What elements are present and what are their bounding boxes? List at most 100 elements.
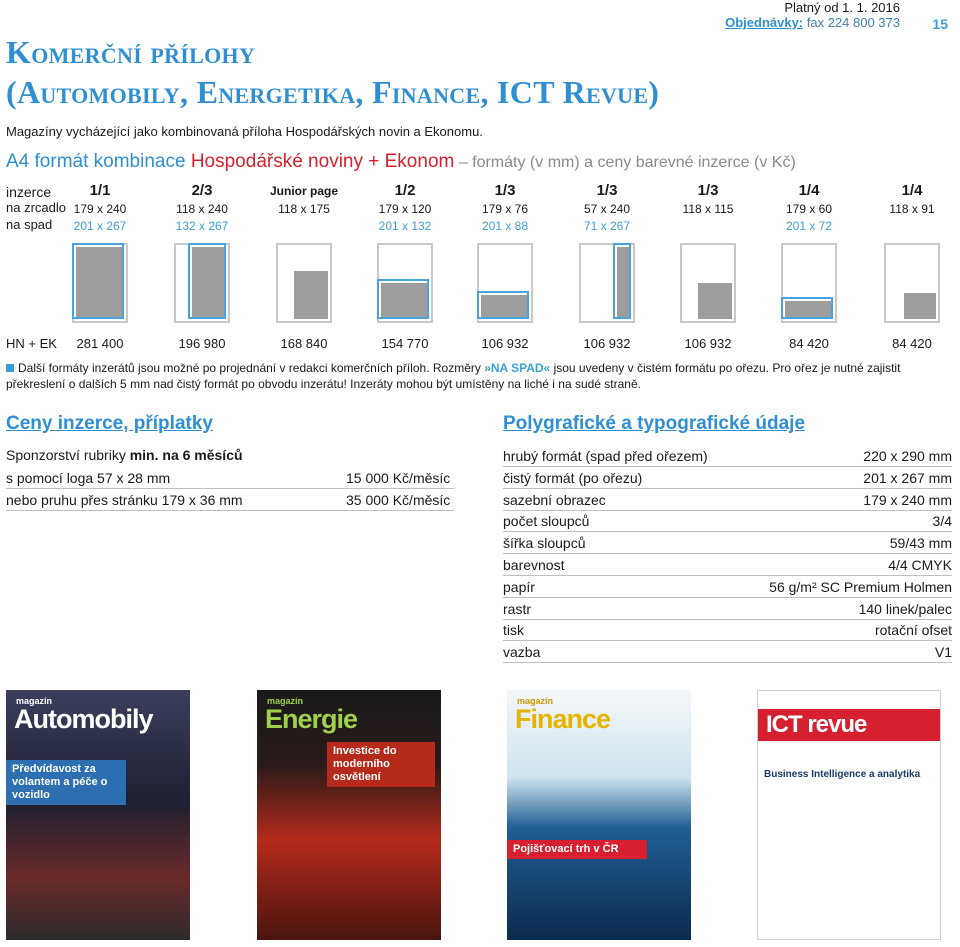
cover-title: Finance <box>515 704 611 734</box>
format-page-icon <box>781 243 837 323</box>
format-area-fill <box>381 283 429 319</box>
sponsorship-label: s pomocí loga 57 x 28 mm <box>6 470 171 486</box>
format-price: 281 400 <box>76 336 124 351</box>
format-page-icon <box>72 243 128 323</box>
poly-value: V1 <box>934 644 952 661</box>
format-area-fill <box>481 295 529 319</box>
poly-row: počet sloupců 3/4 <box>503 510 952 533</box>
format-mirror-size: 118 x 115 <box>682 202 734 216</box>
format-bleed-outline <box>781 297 833 319</box>
poly-value: 3/4 <box>932 513 952 530</box>
page-number: 15 <box>932 16 948 32</box>
label-prices: HN + EK <box>6 336 57 351</box>
magazine-cover: magazín Finance Pojišťovací trh v ČR <box>507 690 691 940</box>
poly-label: počet sloupců <box>503 513 590 530</box>
format-column: 1/3 57 x 240 71 x 267 <box>557 181 657 235</box>
poly-value: 140 linek/palec <box>858 600 952 617</box>
note-highlight: »NA SPAD« <box>484 361 551 375</box>
poly-row: hrubý formát (spad před ořezem) 220 x 290… <box>503 445 952 467</box>
poly-row: rastr 140 linek/palec <box>503 598 952 620</box>
cover-headline: Business Intelligence a analytika <box>764 769 921 780</box>
format-column: 2/3 118 x 240 132 x 267 <box>152 181 252 235</box>
format-page-icon <box>377 243 433 323</box>
format-fraction: Junior page <box>269 184 338 198</box>
poly-row: vazba V1 <box>503 641 952 664</box>
format-column: 1/3 118 x 115 <box>658 181 758 235</box>
format-fraction: 1/3 <box>697 182 719 199</box>
format-area-fill <box>785 301 833 319</box>
page-subtitle: Magazíny vycházející jako kombinovaná př… <box>6 124 483 139</box>
format-page-icon <box>174 243 230 323</box>
label-inzerce: inzerce <box>6 184 52 200</box>
poly-label: hrubý formát (spad před ořezem) <box>503 448 708 464</box>
page-title: Komerční přílohy (Automobily, Energetika… <box>6 32 659 112</box>
poly-row: tisk rotační ofset <box>503 619 952 642</box>
format-bleed-size: 71 x 267 <box>583 219 631 233</box>
format-mirror-size: 179 x 240 <box>73 202 127 216</box>
format-price: 154 770 <box>381 336 429 351</box>
format-mirror-size: 118 x 91 <box>889 202 935 216</box>
header-info: Platný od 1. 1. 2016 Objednávky: fax 224… <box>725 0 900 30</box>
sponsorship-value: 35 000 Kč/měsíc <box>346 492 451 508</box>
magazine-cover: ICT revue Business Intelligence a analyti… <box>757 690 941 940</box>
poly-value: 59/43 mm <box>889 535 952 552</box>
poly-value: rotační ofset <box>874 622 952 639</box>
sponsorship-value: 15 000 Kč/měsíc <box>346 470 451 486</box>
label-spad: na spad <box>6 217 53 232</box>
sponsorship-title-bold: min. na 6 měsíců <box>129 447 243 463</box>
sponsorship-title-pre: Sponzorství rubriky <box>6 447 130 463</box>
poly-label: sazební obrazec <box>503 491 606 508</box>
poly-label: čistý formát (po ořezu) <box>503 469 643 486</box>
poly-row: papír 56 g/m² SC Premium Holmen <box>503 576 952 598</box>
format-area-fill <box>617 247 631 319</box>
format-area-fill <box>76 247 124 319</box>
poly-value: 56 g/m² SC Premium Holmen <box>769 578 952 595</box>
format-column: 1/2 179 x 120 201 x 132 <box>355 181 455 235</box>
poly-value: 201 x 267 mm <box>863 469 952 486</box>
magazine-cover: magazín Energie Investice do moderního osv… <box>257 690 441 940</box>
prices-section-title: Ceny inzerce, příplatky <box>6 413 213 434</box>
cover-title: Energie <box>265 704 358 734</box>
format-bleed-outline <box>613 243 631 319</box>
page-title-line2: (Automobily, Energetika, Finance, ICT Re… <box>6 74 660 110</box>
format-column: 1/4 179 x 60 201 x 72 <box>759 181 859 235</box>
poly-value: 4/4 CMYK <box>888 557 952 573</box>
format-heading: A4 formát kombinace Hospodářské noviny +… <box>6 151 796 173</box>
order-label[interactable]: Objednávky: <box>725 15 804 30</box>
page-title-line1: Komerční přílohy <box>6 34 256 70</box>
cover-title: ICT revue <box>758 709 940 741</box>
cover-magazine-label: magazín <box>16 696 53 706</box>
format-page-icon <box>680 243 736 323</box>
note-part1: Další formáty inzerátů jsou možné po pro… <box>18 361 485 375</box>
format-heading-papers: Hospodářské noviny + Ekonom <box>190 151 455 172</box>
magazine-cover: magazín Automobily Předvídavost za volante… <box>6 690 190 940</box>
format-bleed-size <box>254 218 354 235</box>
format-price: 84 420 <box>789 336 829 351</box>
cover-headline: Pojišťovací trh v ČR <box>507 840 647 859</box>
poly-row: šířka sloupců 59/43 mm <box>503 532 952 555</box>
format-mirror-size: 118 x 240 <box>176 202 228 216</box>
format-price: 168 840 <box>280 336 328 351</box>
format-mirror-size: 179 x 120 <box>378 202 432 216</box>
format-bleed-outline <box>188 243 226 319</box>
cover-headline: Investice do moderního osvětlení <box>327 742 435 787</box>
format-mirror-size: 57 x 240 <box>583 202 631 216</box>
format-bleed-size: 201 x 267 <box>73 219 127 233</box>
format-fraction: 1/4 <box>901 182 923 199</box>
format-heading-kombinace: kombinace <box>88 151 191 172</box>
format-fraction: 1/1 <box>89 182 111 199</box>
poly-label: barevnost <box>503 557 565 573</box>
format-fraction: 1/2 <box>394 182 416 199</box>
format-bleed-size <box>862 218 960 235</box>
format-fraction: 1/4 <box>798 182 820 199</box>
format-bleed-size: 132 x 267 <box>175 219 229 233</box>
format-area-fill <box>904 293 936 319</box>
format-area-fill <box>192 247 226 319</box>
valid-date: Platný od 1. 1. 2016 <box>784 0 900 15</box>
poly-value: 220 x 290 mm <box>863 448 952 464</box>
cover-headline: Předvídavost za volantem a péče o vozidl… <box>6 760 126 805</box>
format-mirror-size: 179 x 76 <box>481 202 529 216</box>
poly-label: rastr <box>503 600 531 617</box>
format-bleed-size: 201 x 72 <box>785 219 833 233</box>
poly-section-title: Polygrafické a typografické údaje <box>503 413 806 434</box>
